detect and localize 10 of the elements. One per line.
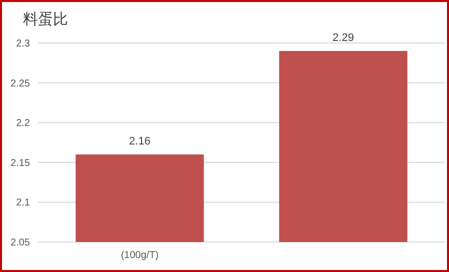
- y-tick-label: 2.1: [16, 198, 30, 209]
- x-tick-label: (100g/T): [120, 250, 159, 261]
- chart-title: 料蛋比: [23, 11, 68, 28]
- y-tick-label: 2.25: [10, 78, 30, 90]
- y-tick-label: 2.15: [10, 158, 30, 169]
- data-label: 2.29: [332, 32, 354, 44]
- y-tick-label: 2.05: [10, 238, 30, 248]
- y-tick-label: 2.2: [16, 118, 30, 130]
- y-tick-label: 2.3: [16, 38, 30, 50]
- data-label: 2.16: [129, 135, 150, 148]
